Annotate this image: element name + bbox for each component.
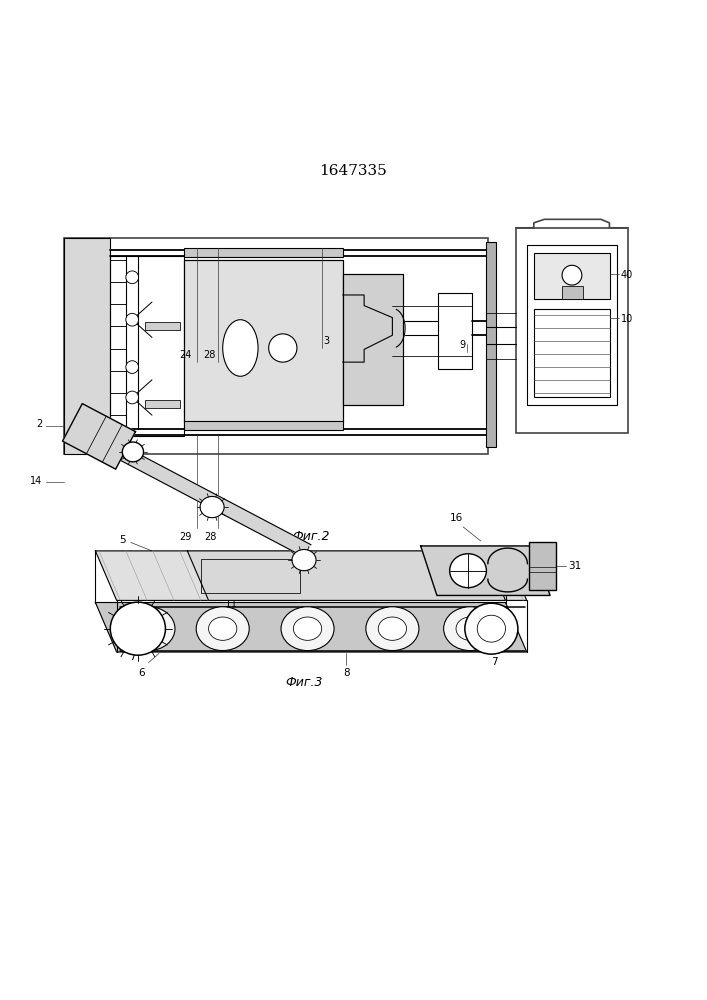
- Circle shape: [126, 391, 139, 404]
- Polygon shape: [95, 603, 527, 652]
- Bar: [527, 245, 617, 405]
- Ellipse shape: [122, 607, 175, 651]
- Polygon shape: [120, 448, 311, 557]
- Circle shape: [269, 334, 297, 362]
- Polygon shape: [187, 551, 506, 600]
- Text: 28: 28: [203, 350, 216, 360]
- Text: 40: 40: [621, 270, 633, 280]
- Bar: [201, 559, 300, 593]
- Text: 6: 6: [138, 668, 145, 678]
- Bar: [64, 238, 488, 454]
- Bar: [516, 228, 628, 433]
- Text: 3: 3: [324, 336, 330, 346]
- Bar: [343, 274, 403, 405]
- Ellipse shape: [378, 617, 407, 640]
- Text: 7: 7: [129, 652, 136, 662]
- Ellipse shape: [223, 320, 258, 376]
- Text: 5: 5: [119, 535, 126, 545]
- Ellipse shape: [134, 617, 163, 640]
- Ellipse shape: [456, 617, 484, 640]
- Bar: [184, 248, 343, 257]
- Ellipse shape: [464, 603, 518, 654]
- Bar: [110, 256, 184, 436]
- Bar: [145, 400, 180, 408]
- Bar: [145, 322, 180, 330]
- Text: 29: 29: [179, 532, 192, 542]
- Bar: [562, 286, 583, 299]
- Circle shape: [126, 313, 139, 326]
- Text: 28: 28: [204, 532, 217, 542]
- Text: 8: 8: [343, 668, 350, 678]
- Text: 2: 2: [36, 419, 42, 429]
- Text: Фиг.3: Фиг.3: [285, 676, 323, 689]
- Text: 24: 24: [179, 350, 192, 360]
- Text: 16: 16: [450, 513, 462, 523]
- Bar: [486, 242, 496, 447]
- Polygon shape: [62, 404, 136, 469]
- Ellipse shape: [110, 602, 165, 655]
- Circle shape: [562, 265, 582, 285]
- Ellipse shape: [200, 496, 224, 518]
- Polygon shape: [95, 551, 527, 600]
- Bar: [534, 253, 610, 299]
- Ellipse shape: [209, 617, 237, 640]
- Ellipse shape: [477, 615, 506, 642]
- Text: 7: 7: [491, 657, 498, 667]
- Text: 11: 11: [226, 599, 238, 609]
- Bar: [184, 421, 343, 430]
- Ellipse shape: [293, 617, 322, 640]
- Ellipse shape: [196, 607, 249, 651]
- Ellipse shape: [366, 607, 419, 651]
- Text: 14: 14: [30, 476, 42, 486]
- Polygon shape: [421, 546, 550, 595]
- Bar: [184, 260, 343, 422]
- Bar: [534, 309, 610, 397]
- Bar: [184, 260, 343, 422]
- Text: 1647335: 1647335: [320, 164, 387, 178]
- Ellipse shape: [281, 607, 334, 651]
- Bar: [438, 293, 472, 369]
- Text: 31: 31: [568, 561, 582, 571]
- Circle shape: [126, 271, 139, 284]
- Text: 10: 10: [621, 314, 633, 324]
- Circle shape: [126, 361, 139, 373]
- Text: 9: 9: [459, 340, 465, 350]
- Ellipse shape: [443, 607, 496, 651]
- Ellipse shape: [450, 554, 486, 588]
- Bar: [64, 238, 110, 454]
- Bar: [343, 274, 403, 405]
- Bar: [529, 542, 556, 590]
- Ellipse shape: [292, 549, 316, 571]
- Text: Фиг.2: Фиг.2: [292, 530, 330, 543]
- Ellipse shape: [122, 442, 144, 462]
